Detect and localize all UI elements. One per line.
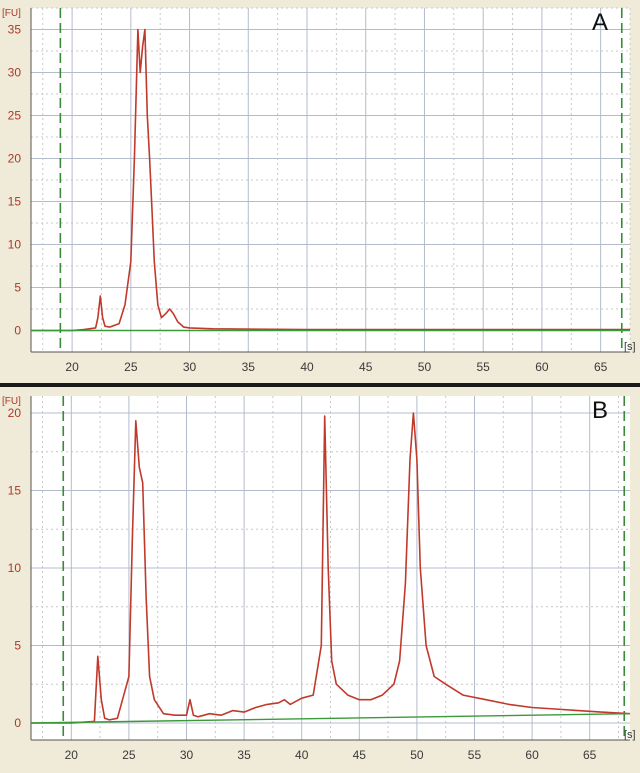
chart-b-x-tick-label: 65 xyxy=(583,748,597,762)
chart-a-y-tick-label: 35 xyxy=(8,23,22,37)
chart-a-plot-area xyxy=(31,8,630,352)
chart-a-svg: 20 25 30 35 40 45 50 55 60 65 0 5 10 15 20 25 30 35 [FU] [s… xyxy=(2,7,636,374)
chart-b-x-tick-label: 30 xyxy=(180,748,194,762)
chart-a-x-tick-label: 65 xyxy=(594,360,608,374)
chart-a-x-tick-label: 25 xyxy=(124,360,138,374)
chart-b-x-tick-label: 60 xyxy=(525,748,539,762)
chart-b-signal-trace xyxy=(31,412,631,724)
electropherogram-panel-a: 20 25 30 35 40 45 50 55 60 65 0 5 10 15 20 25 30 35 [FU] [s… xyxy=(0,0,640,384)
chart-a-x-tick-label: 20 xyxy=(65,360,79,374)
chart-a-x-tick-label: 50 xyxy=(418,360,432,374)
chart-a-x-tick-label: 60 xyxy=(535,360,549,374)
chart-b-x-tick-label: 20 xyxy=(65,748,79,762)
chart-a-y-tick-label: 25 xyxy=(8,109,22,123)
chart-b-x-tick-label: 45 xyxy=(353,748,367,762)
chart-b-x-unit: [s] xyxy=(624,729,636,741)
chart-a-x-tick-label: 45 xyxy=(359,360,373,374)
chart-a-panel-label: A xyxy=(592,9,608,36)
chart-b-x-tick-label: 25 xyxy=(122,748,136,762)
chart-b-baseline-trace xyxy=(30,713,631,724)
chart-a-x-tick-label: 35 xyxy=(242,360,256,374)
chart-b-y-tick-label: 10 xyxy=(8,561,22,575)
chart-b-y-unit: [FU] xyxy=(2,396,21,407)
chart-b-y-tick-label: 5 xyxy=(14,638,21,652)
electropherogram-panel-b: 20 25 30 35 40 45 50 55 60 65 0 5 10 15 20 [FU] [s] B xyxy=(0,386,640,773)
chart-b-x-tick-label: 50 xyxy=(410,748,424,762)
chart-a-signal-trace xyxy=(31,28,630,332)
chart-a-x-tick-label: 55 xyxy=(477,360,491,374)
chart-a-y-tick-label: 5 xyxy=(14,281,21,295)
chart-a-y-tick-label: 0 xyxy=(14,324,21,338)
chart-a-y-tick-label: 15 xyxy=(8,195,22,209)
chart-b-panel-label: B xyxy=(592,397,608,424)
chart-a-y-tick-label: 30 xyxy=(8,66,22,80)
chart-a-y-tick-label: 10 xyxy=(8,238,22,252)
panel-divider xyxy=(0,383,640,387)
chart-b-y-tick-label: 0 xyxy=(14,716,21,730)
chart-a-x-tick-label: 40 xyxy=(300,360,314,374)
chart-a-y-tick-label: 20 xyxy=(8,152,22,166)
chart-a-y-unit: [FU] xyxy=(2,8,21,19)
chart-b-x-tick-label: 35 xyxy=(237,748,251,762)
chart-b-x-tick-label: 40 xyxy=(295,748,309,762)
chart-b-y-tick-label: 15 xyxy=(8,484,22,498)
chart-a-x-tick-label: 30 xyxy=(183,360,197,374)
chart-b-x-tick-label: 55 xyxy=(468,748,482,762)
chart-a-x-unit: [s] xyxy=(624,341,636,353)
chart-b-y-tick-label: 20 xyxy=(8,406,22,420)
